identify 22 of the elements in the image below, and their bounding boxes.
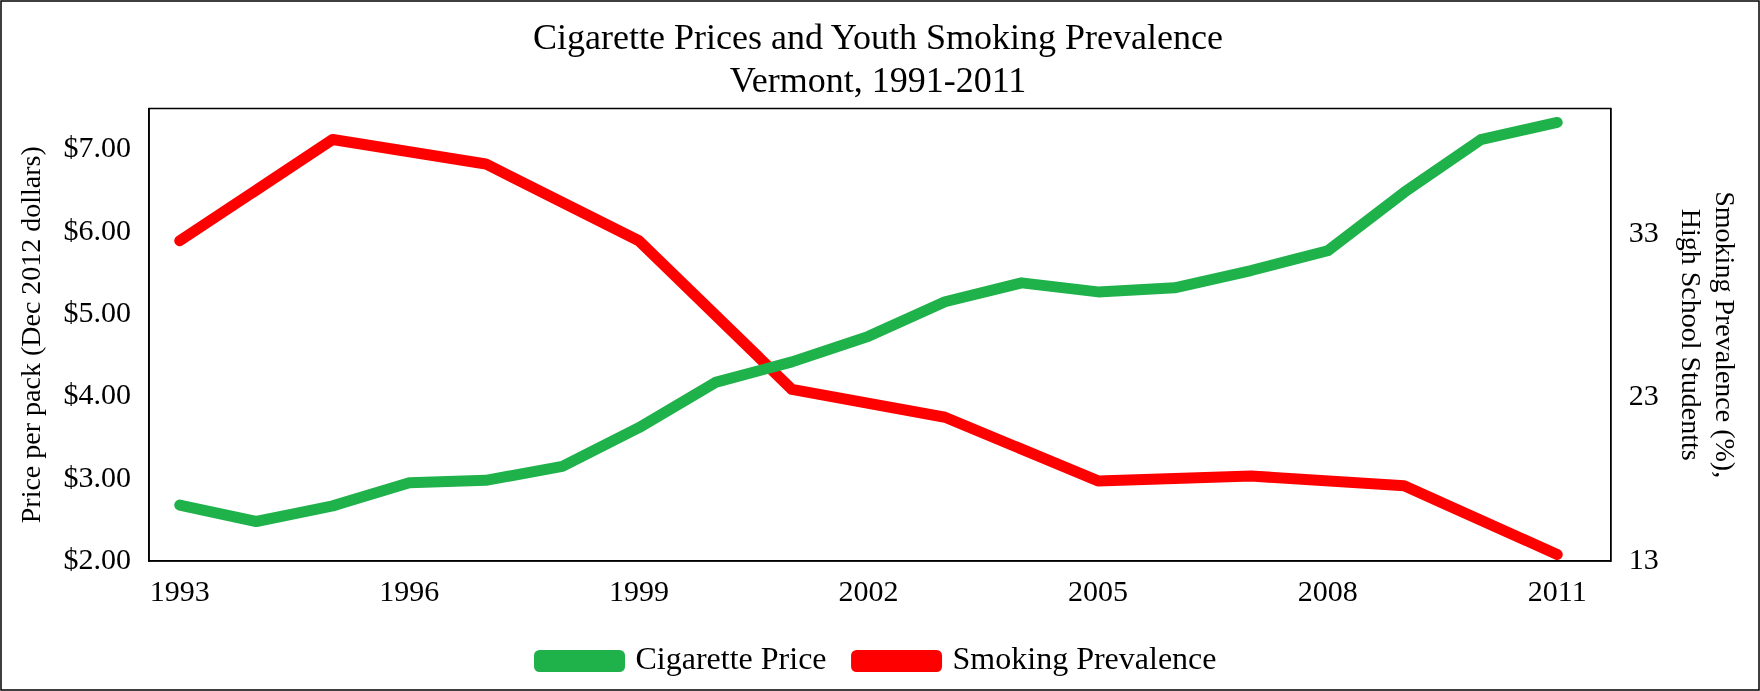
y2-tick-label: 33 (1628, 215, 1659, 249)
y-axis-title: Price per pack (Dec 2012 dollars) (15, 146, 47, 524)
y2-axis-title: Smoking Prevalence (%), High School Studentts (1676, 191, 1741, 479)
y-tick-label: $3.00 (63, 459, 132, 493)
y-tick-label: $6.00 (63, 212, 132, 246)
y-tick-label: $2.00 (63, 541, 132, 575)
x-tick-label: 2011 (1527, 573, 1587, 607)
x-tick-label: 1996 (379, 573, 440, 607)
y-tick-label: $7.00 (63, 130, 132, 164)
x-tick-label: 2008 (1297, 573, 1358, 607)
y-tick-label: $5.00 (63, 295, 132, 328)
y2-tick-label: 23 (1628, 378, 1659, 412)
x-tick-label: 2002 (838, 573, 899, 607)
chart-subtitle: Vermont, 1991-2011 (729, 60, 1027, 101)
x-tick-label: 2005 (1068, 573, 1129, 607)
y2-tick-label: 13 (1628, 541, 1659, 575)
x-tick-label: 1993 (149, 573, 210, 607)
legend-label: Cigarette Price (635, 640, 827, 677)
y-tick-label: $4.00 (63, 377, 132, 411)
legend-label: Smoking Prevalence (952, 640, 1217, 677)
chart-title: Cigarette Prices and Youth Smoking Prevalence (533, 17, 1223, 58)
x-tick-label: 1999 (608, 573, 669, 607)
